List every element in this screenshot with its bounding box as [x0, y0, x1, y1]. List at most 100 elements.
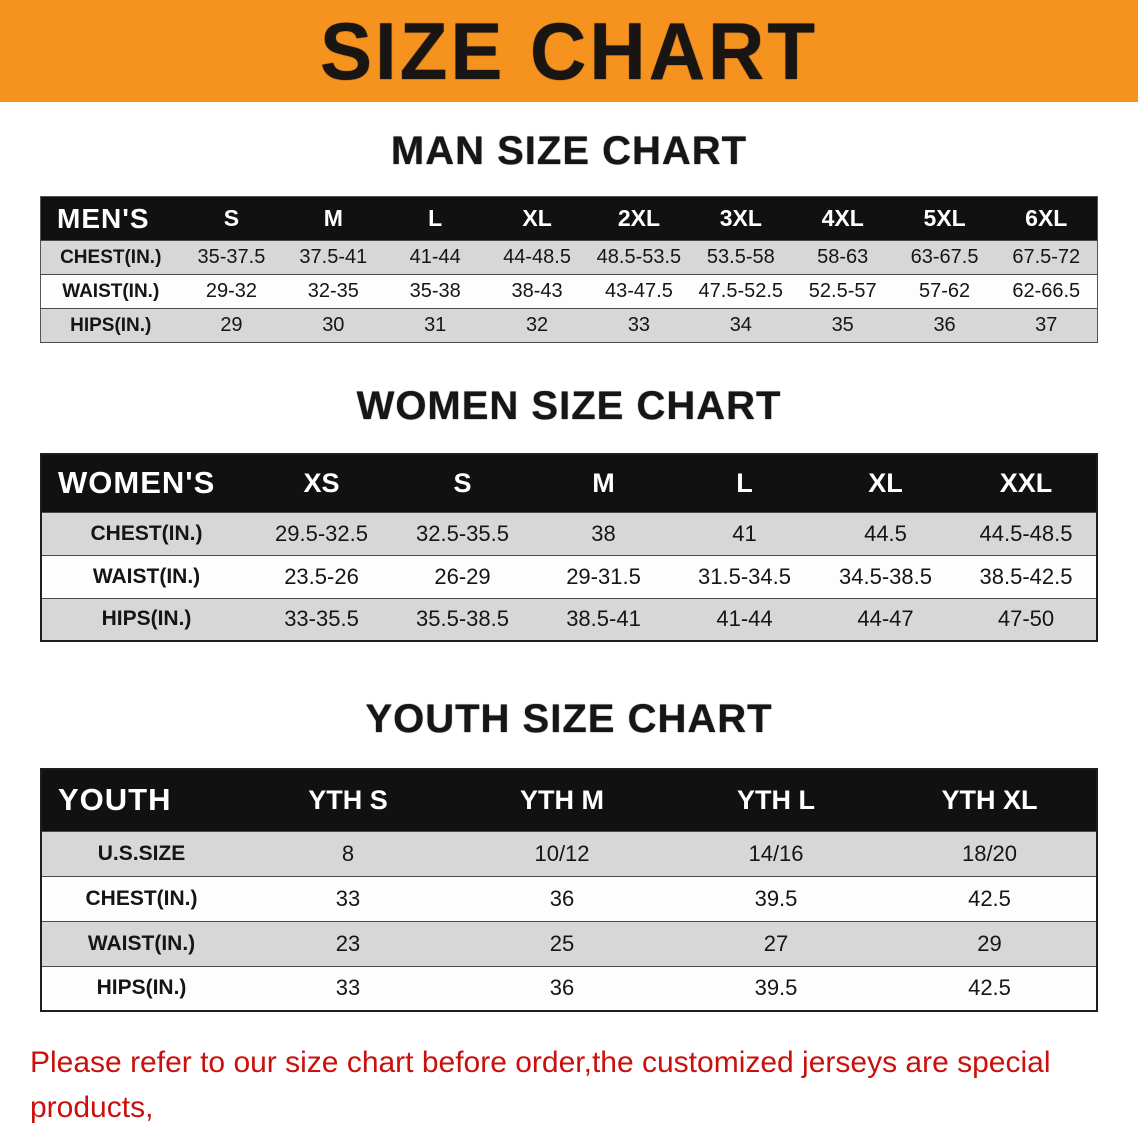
- row-label-cell: HIPS(IN.): [70, 314, 152, 336]
- size-value-cell: 36: [549, 885, 575, 911]
- youth-size-chart-section: YOUTH SIZE CHART YOUTH YTH S YTH M YTH L YTH…: [0, 696, 1138, 1012]
- size-value-cell: 39.5: [754, 975, 798, 1001]
- size-column-header: L: [428, 205, 443, 231]
- size-column-header: 2XL: [617, 205, 661, 231]
- size-value-cell: 23.5-26: [284, 563, 359, 589]
- size-value-cell: 18/20: [961, 840, 1018, 866]
- size-value-cell: 33: [335, 885, 361, 911]
- row-label-cell: HIPS(IN.): [96, 976, 187, 1000]
- size-value-cell: 29.5-32.5: [275, 520, 368, 546]
- size-column-header: M: [592, 467, 615, 498]
- row-label-cell: CHEST(IN.): [60, 246, 162, 268]
- size-value-cell: 42.5: [968, 975, 1011, 1001]
- size-column-header: XL: [522, 205, 552, 231]
- size-column-header: XS: [303, 467, 340, 498]
- size-value-cell: 36: [549, 975, 575, 1001]
- size-value-cell: 32: [525, 314, 549, 336]
- size-value-cell: 31.5-34.5: [698, 563, 791, 589]
- size-value-cell: 26-29: [434, 563, 491, 589]
- size-value-cell: 35-38: [409, 280, 461, 302]
- row-label-cell: U.S.SIZE: [97, 841, 186, 865]
- size-column-header: S: [223, 205, 240, 231]
- size-value-cell: 27: [763, 930, 789, 956]
- size-value-cell: 33: [335, 975, 361, 1001]
- size-column-header: S: [453, 467, 472, 498]
- size-value-cell: 14/16: [748, 840, 804, 866]
- size-value-cell: 44.5: [864, 520, 907, 546]
- measurement-row: WAIST(IN.) 23 25 27 29: [41, 921, 1097, 966]
- size-value-cell: 53.5-58: [706, 246, 775, 268]
- size-value-cell: 39.5: [754, 885, 798, 911]
- size-value-cell: 41-44: [409, 246, 461, 268]
- disclaimer-line-1: Please refer to our size chart before or…: [30, 1046, 1051, 1124]
- size-value-cell: 57-62: [918, 280, 971, 302]
- row-label-cell: WAIST(IN.): [92, 564, 201, 588]
- size-value-cell: 63-67.5: [910, 246, 979, 268]
- size-value-cell: 36: [933, 314, 956, 336]
- row-label-cell: WAIST(IN.): [62, 280, 160, 302]
- size-value-cell: 29: [977, 930, 1002, 956]
- size-value-cell: 52.5-57: [808, 280, 877, 302]
- size-value-cell: 33-35.5: [284, 606, 359, 632]
- size-value-cell: 67.5-72: [1012, 246, 1081, 268]
- size-value-cell: 8: [341, 840, 355, 866]
- row-label-cell: CHEST(IN.): [90, 521, 203, 545]
- size-column-header: L: [736, 467, 753, 498]
- size-column-header: M: [323, 205, 343, 231]
- size-column-header: 5XL: [923, 205, 966, 231]
- size-value-cell: 30: [322, 314, 345, 336]
- table-head: YOUTH YTH S YTH M YTH L YTH XL: [41, 769, 1097, 831]
- size-column-header: YTH XL: [941, 784, 1038, 815]
- measurement-row: HIPS(IN.) 33 36 39.5 42.5: [41, 966, 1097, 1011]
- size-value-cell: 34.5-38.5: [839, 563, 932, 589]
- size-value-cell: 32.5-35.5: [416, 520, 509, 546]
- size-column-header: 3XL: [719, 205, 762, 231]
- man-size-chart-section: MAN SIZE CHART MEN'S S M L XL 2XL 3XL 4XL 5XL 6XL…: [0, 128, 1138, 343]
- size-column-header: XXL: [999, 467, 1053, 498]
- youth-size-chart-heading: YOUTH SIZE CHART: [365, 697, 773, 741]
- measurement-row: WAIST(IN.) 29-32 32-35 35-38 38-43 43-47.5 47.…: [40, 274, 1098, 309]
- youth-size-table: YOUTH YTH S YTH M YTH L YTH XL U.S.SIZE 8 10/12…: [40, 768, 1098, 1012]
- table-body: U.S.SIZE 8 10/12 14/16 18/20 CHEST(IN.) 33 36 39…: [41, 831, 1097, 1011]
- table-header-row: MEN'S S M L XL 2XL 3XL 4XL 5XL 6XL: [40, 196, 1098, 241]
- size-value-cell: 44-48.5: [503, 246, 571, 268]
- size-column-header: 4XL: [821, 205, 864, 231]
- table-body: CHEST(IN.) 29.5-32.5 32.5-35.5 38 41 44.5 44.5…: [41, 512, 1097, 641]
- table-title-cell: YOUTH: [58, 782, 172, 818]
- size-value-cell: 42.5: [968, 885, 1011, 911]
- size-value-cell: 38-43: [511, 280, 563, 302]
- size-value-cell: 29: [220, 314, 243, 336]
- size-column-header: YTH M: [520, 784, 604, 815]
- size-value-cell: 38.5-41: [566, 606, 641, 632]
- size-value-cell: 44.5-48.5: [979, 520, 1073, 546]
- size-column-header: XL: [868, 467, 903, 498]
- size-value-cell: 47-50: [997, 606, 1055, 632]
- measurement-row: U.S.SIZE 8 10/12 14/16 18/20: [41, 831, 1097, 876]
- measurement-row: CHEST(IN.) 29.5-32.5 32.5-35.5 38 41 44.5 44.5…: [41, 512, 1097, 555]
- table-header-row: WOMEN'S XS S M L XL XXL: [41, 454, 1097, 512]
- size-value-cell: 23: [335, 930, 361, 956]
- row-label-cell: WAIST(IN.): [87, 931, 196, 955]
- size-chart-banner: SIZE CHART: [0, 0, 1138, 102]
- women-size-table: WOMEN'S XS S M L XL XXL CHEST(IN.) 29.5-32.5 32.5…: [40, 453, 1098, 642]
- measurement-row: HIPS(IN.) 33-35.5 35.5-38.5 38.5-41 41-44 44-…: [41, 598, 1097, 641]
- page-title: SIZE CHART: [320, 4, 818, 97]
- size-value-cell: 33: [627, 314, 651, 336]
- size-value-cell: 35: [831, 314, 854, 336]
- size-value-cell: 32-35: [307, 280, 359, 302]
- size-value-cell: 10/12: [534, 840, 590, 866]
- size-value-cell: 25: [549, 930, 575, 956]
- size-column-header: 6XL: [1025, 205, 1068, 231]
- men-size-table: MEN'S S M L XL 2XL 3XL 4XL 5XL 6XL CHEST(IN.) 35-37…: [40, 196, 1098, 343]
- size-value-cell: 29-31.5: [566, 563, 641, 589]
- measurement-row: HIPS(IN.) 29 30 31 32 33 34 35 36 37: [40, 308, 1098, 343]
- size-value-cell: 29-32: [205, 280, 258, 302]
- measurement-row: WAIST(IN.) 23.5-26 26-29 29-31.5 31.5-34.5 34…: [41, 555, 1097, 598]
- disclaimer: Please refer to our size chart before or…: [0, 1040, 1138, 1132]
- women-size-chart-section: WOMEN SIZE CHART WOMEN'S XS S M L XL XXL CHEST(…: [0, 383, 1138, 642]
- table-body: CHEST(IN.) 35-37.5 37.5-41 41-44 44-48.5 48.5…: [40, 240, 1098, 343]
- row-label-cell: HIPS(IN.): [101, 607, 192, 631]
- size-column-header: YTH S: [308, 784, 388, 815]
- size-value-cell: 43-47.5: [605, 280, 673, 302]
- table-title-cell: MEN'S: [57, 202, 150, 234]
